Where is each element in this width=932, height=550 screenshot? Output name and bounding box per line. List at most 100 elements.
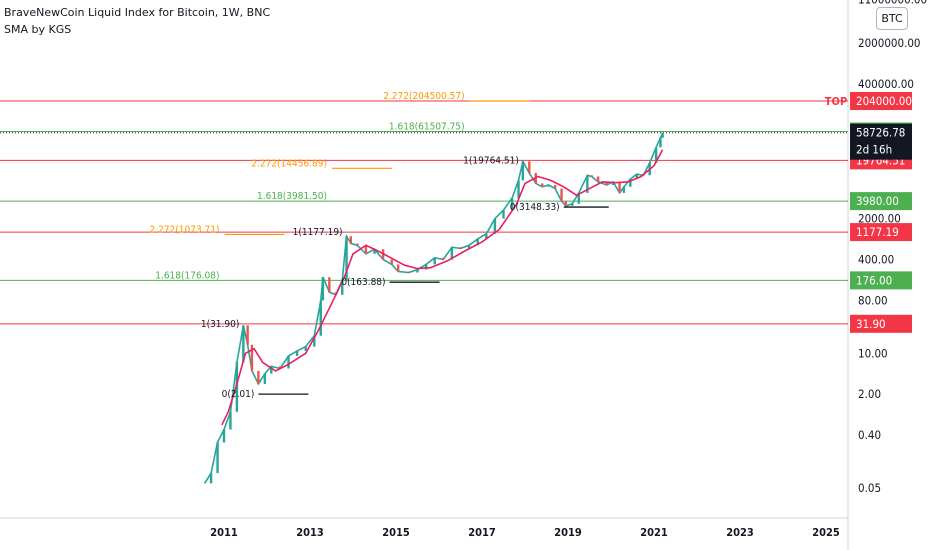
x-tick-label: 2025	[812, 526, 840, 539]
price-candle	[246, 325, 249, 345]
price-candle	[349, 236, 353, 244]
price-tag-label: 3980.00	[856, 194, 899, 208]
price-candle	[618, 181, 621, 193]
price-candle	[629, 178, 632, 187]
current-price-tag-box	[850, 123, 912, 160]
anchor-label: 1(31.90)	[201, 319, 240, 330]
y-tick-label: 80.00	[858, 293, 888, 307]
price-candle	[661, 132, 664, 138]
price-candle	[622, 186, 626, 193]
price-tag-box	[850, 314, 912, 333]
fib-level-label: 1.618(176.08)	[155, 270, 219, 281]
price-candle	[257, 370, 260, 384]
y-tick-label: 2000000.00	[858, 36, 921, 50]
price-candle	[209, 473, 213, 484]
price-candle	[659, 137, 662, 148]
price-candle	[416, 269, 419, 273]
indicator-label[interactable]: SMA by KGS	[4, 23, 72, 36]
price-candle	[263, 373, 267, 384]
symbol-title: BraveNewCoin Liquid Index for Bitcoin, 1…	[4, 6, 271, 19]
price-candle	[287, 355, 290, 369]
price-candle	[270, 366, 273, 374]
price-candle	[433, 257, 436, 265]
price-candle	[364, 245, 368, 254]
price-candle	[319, 300, 322, 336]
price-candle	[459, 247, 462, 249]
price-tag-box	[850, 92, 912, 111]
y-tick-label: 400.00	[858, 253, 894, 267]
price-candle	[517, 180, 520, 198]
countdown-label: 2d 16h	[856, 143, 892, 157]
price-tag-box	[850, 271, 912, 290]
price-candle	[345, 236, 348, 280]
y-tick-label: 11000000.00	[858, 0, 927, 7]
price-candle	[476, 238, 479, 246]
x-tick-label: 2021	[640, 526, 668, 539]
price-candle	[605, 181, 608, 186]
top-label: TOP	[825, 95, 847, 108]
price-candle	[586, 175, 589, 193]
x-tick-label: 2023	[726, 526, 754, 539]
price-tag-box	[850, 223, 912, 242]
fib-level-label: 2.272(14456.89)	[251, 158, 327, 169]
price-candle	[250, 344, 254, 371]
price-candle	[373, 249, 376, 254]
fib-level-label: 1.618(61507.75)	[389, 122, 465, 133]
price-candle	[635, 174, 638, 179]
anchor-label: 0(2.01)	[222, 389, 255, 400]
price-candle	[442, 257, 445, 260]
price-candle	[328, 277, 331, 293]
y-tick-label: 0.40	[858, 428, 881, 442]
price-candle	[304, 346, 307, 351]
y-tick-label: 400000.00	[858, 77, 914, 91]
price-candle	[313, 335, 316, 347]
price-candle	[528, 161, 531, 174]
price-tag-box	[850, 192, 912, 211]
price-candle	[502, 210, 505, 219]
price-candle	[424, 264, 428, 270]
price-candle	[493, 218, 497, 234]
price-candle	[467, 245, 471, 249]
price-candle	[396, 264, 400, 272]
sma-series-line	[221, 149, 664, 426]
price-candle	[356, 243, 359, 246]
y-tick-label: 2000.00	[858, 212, 901, 226]
price-candle	[553, 185, 557, 189]
price-candle	[564, 200, 568, 206]
price-tag-label: 204000.00	[856, 94, 912, 108]
price-tag-label: 1177.19	[856, 225, 899, 239]
y-tick-label: 0.05	[858, 481, 881, 495]
price-candle	[547, 185, 550, 187]
price-candle	[611, 181, 615, 186]
anchor-label: 1(19764.51)	[463, 155, 519, 166]
fib-level-label: 1.618(3981.50)	[257, 191, 327, 202]
price-candle	[295, 350, 299, 356]
price-candle	[321, 277, 325, 301]
x-tick-label: 2019	[554, 526, 582, 539]
symbol-badge[interactable]: BTC	[876, 7, 908, 30]
x-tick-label: 2013	[296, 526, 324, 539]
y-tick-label: 10.00	[858, 346, 888, 360]
price-candle	[222, 429, 226, 443]
price-candle	[510, 197, 514, 211]
x-tick-label: 2017	[468, 526, 496, 539]
anchor-label: 0(3148.33)	[510, 202, 560, 213]
anchor-label: 1(1177.19)	[293, 227, 343, 238]
y-tick-label: 2.00	[858, 387, 881, 401]
price-candle	[407, 271, 411, 273]
price-candle	[235, 362, 239, 412]
price-candle	[541, 183, 544, 187]
price-candle	[596, 176, 600, 182]
current-price-tag-label: 58726.78	[856, 126, 905, 140]
fib-level-label: 2.272(204500.57)	[383, 91, 464, 102]
chart-header: BraveNewCoin Liquid Index for Bitcoin, 1…	[4, 4, 270, 38]
price-candle	[485, 233, 488, 239]
price-candle	[450, 247, 454, 260]
price-series-line	[203, 132, 664, 484]
fib-level-label: 2.272(1073.71)	[150, 224, 220, 235]
price-candle	[577, 192, 580, 204]
price-candle	[341, 279, 344, 295]
price-candle	[229, 411, 232, 430]
price-candle	[242, 325, 245, 363]
